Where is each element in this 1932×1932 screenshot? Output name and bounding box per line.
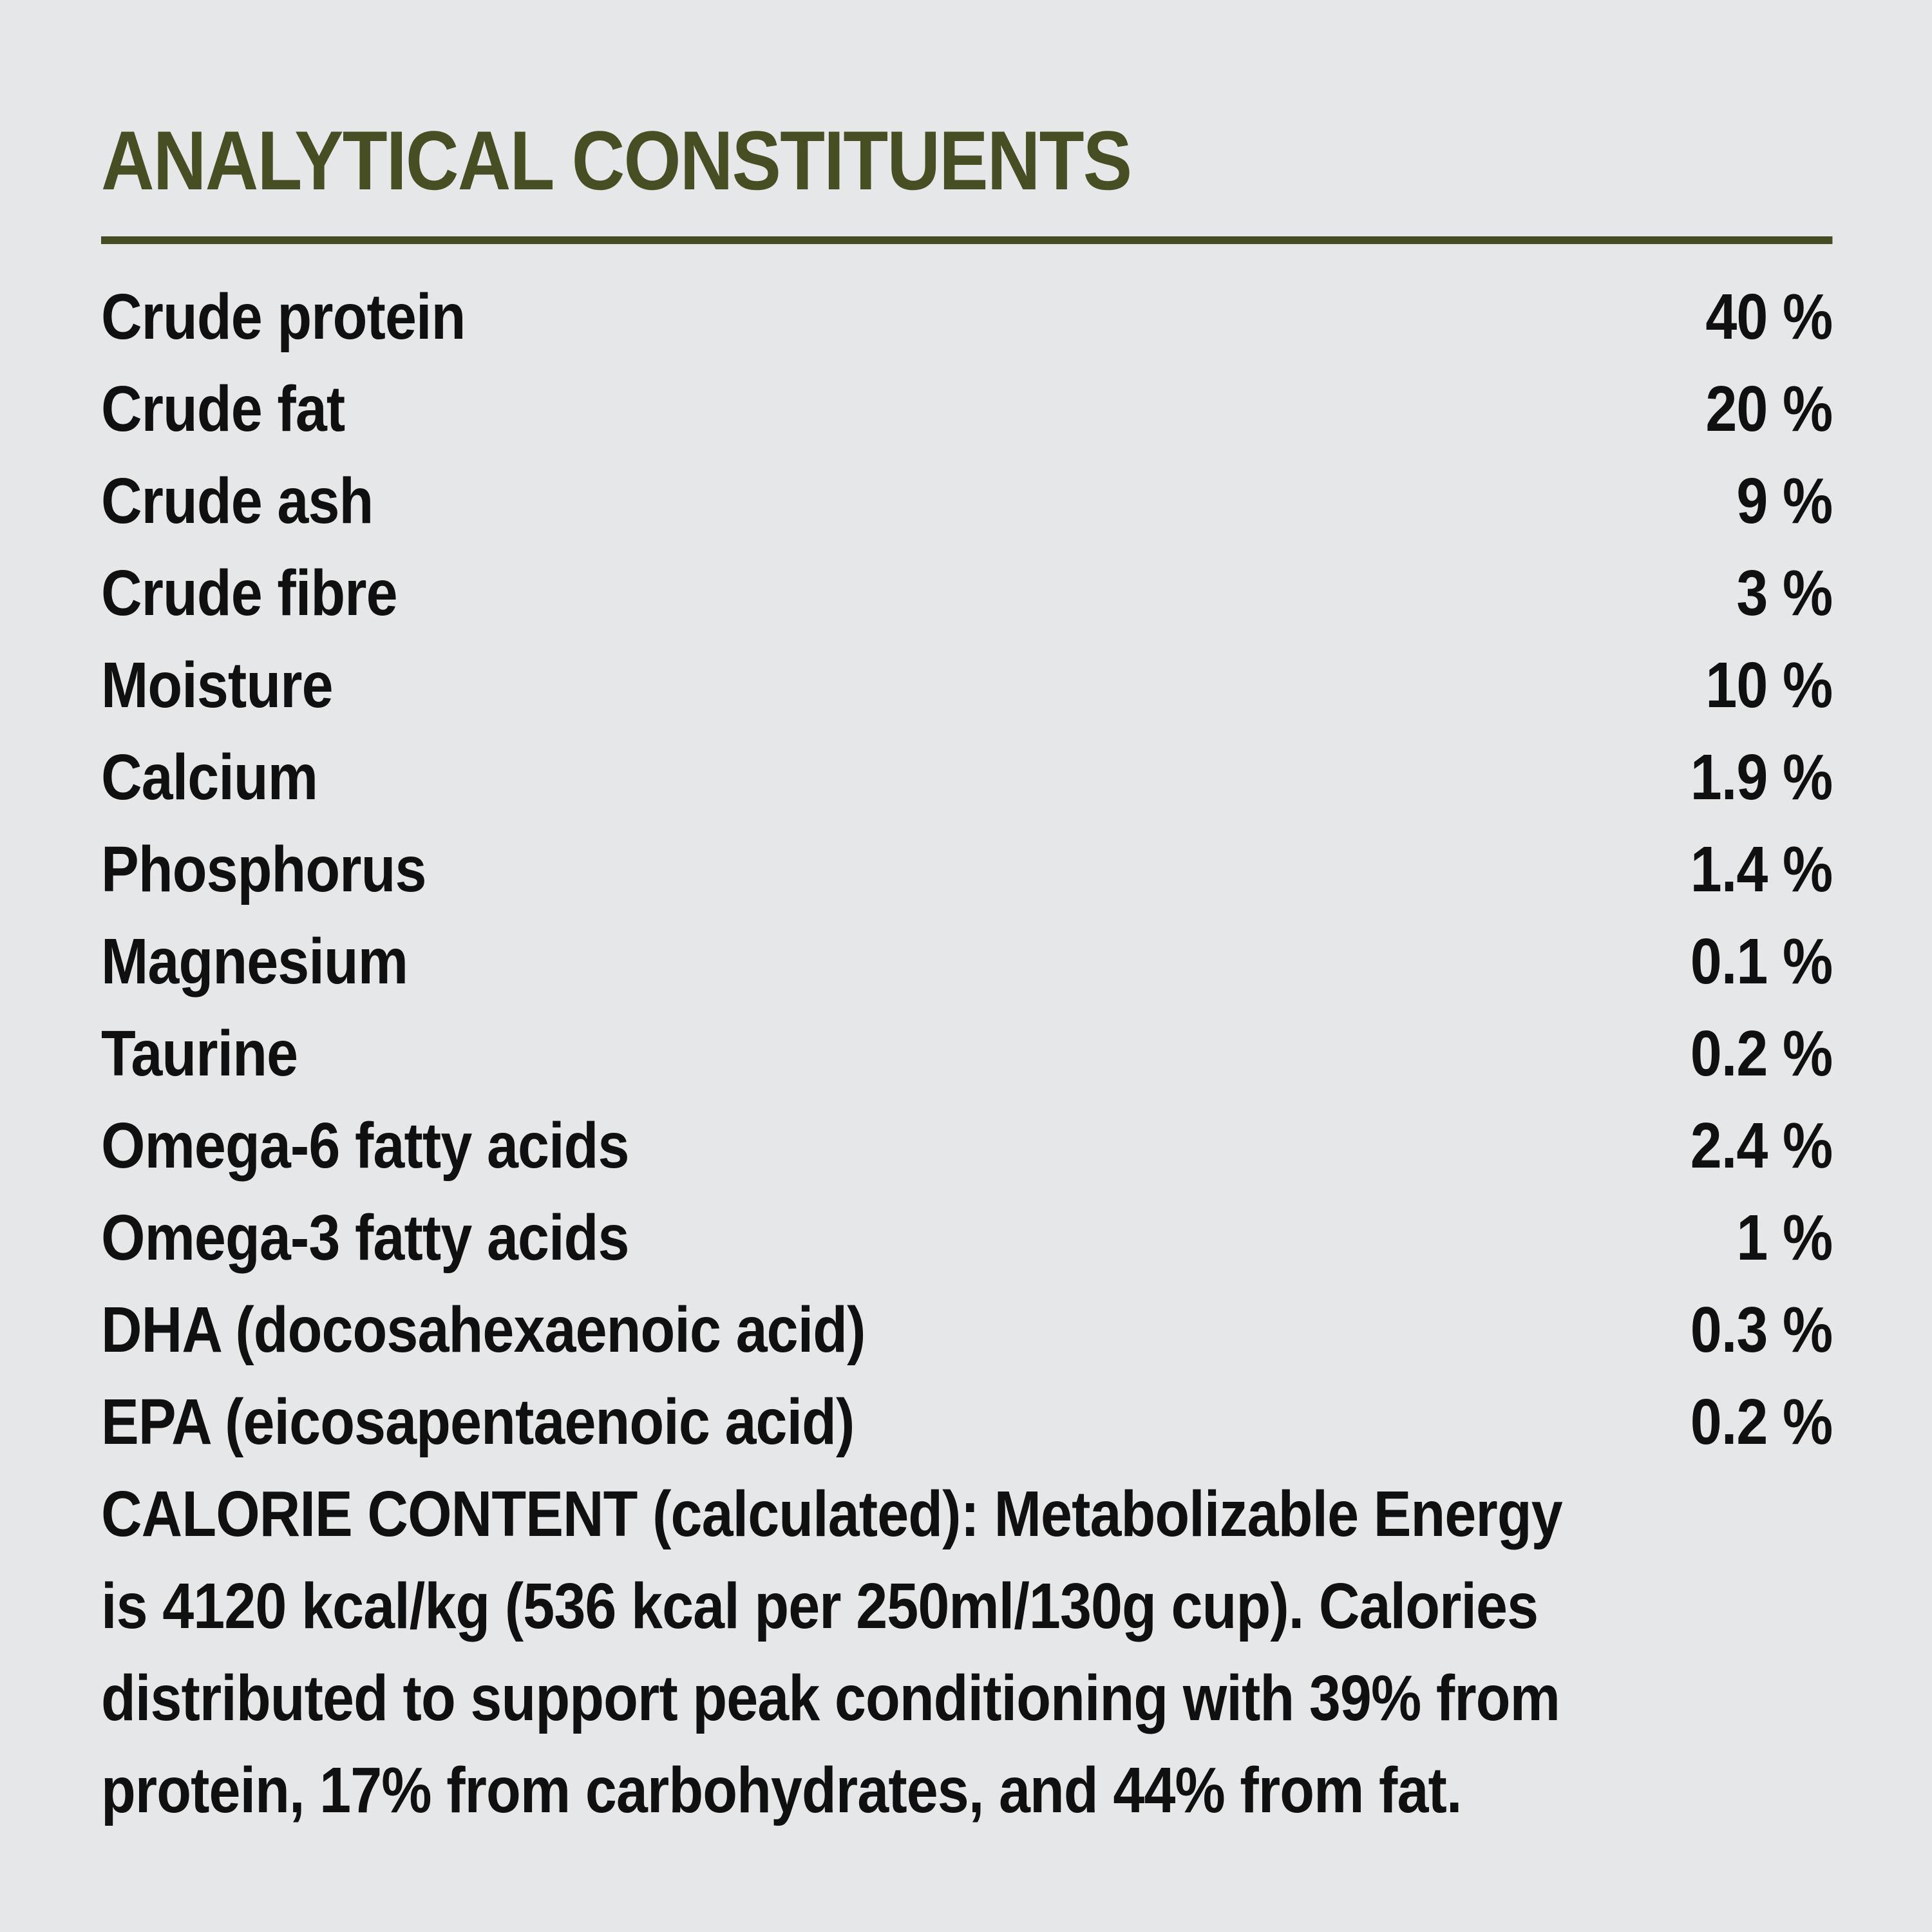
table-row: Magnesium 0.1 % bbox=[101, 916, 1833, 1008]
row-value: 0.3 % bbox=[1690, 1294, 1833, 1366]
title-divider-rule bbox=[101, 236, 1833, 244]
row-value: 9 % bbox=[1736, 465, 1833, 537]
row-value: 10 % bbox=[1705, 649, 1833, 721]
row-value: 0.1 % bbox=[1690, 925, 1833, 998]
row-label: Crude ash bbox=[101, 465, 374, 537]
table-row: Taurine 0.2 % bbox=[101, 1008, 1833, 1100]
row-label: Magnesium bbox=[101, 925, 408, 998]
analytical-constituents-title: ANALYTICAL CONSTITUENTS bbox=[101, 113, 1132, 207]
table-row: Crude fat 20 % bbox=[101, 363, 1833, 455]
row-label: Phosphorus bbox=[101, 833, 426, 905]
table-row: Phosphorus 1.4 % bbox=[101, 824, 1833, 916]
table-row: Crude ash 9 % bbox=[101, 455, 1833, 547]
label-content: ANALYTICAL CONSTITUENTS Crude protein 40… bbox=[101, 0, 1833, 1837]
row-value: 1 % bbox=[1736, 1202, 1833, 1274]
row-label: EPA (eicosapentaenoic acid) bbox=[101, 1386, 855, 1458]
table-row: DHA (docosahexaenoic acid) 0.3 % bbox=[101, 1284, 1833, 1376]
row-value: 0.2 % bbox=[1690, 1018, 1833, 1090]
row-value: 0.2 % bbox=[1690, 1386, 1833, 1458]
row-label: DHA (docosahexaenoic acid) bbox=[101, 1294, 866, 1366]
note-line-3: distributed to support peak conditioning… bbox=[101, 1662, 1560, 1734]
row-value: 20 % bbox=[1705, 373, 1833, 445]
row-label: Taurine bbox=[101, 1018, 298, 1090]
constituents-table: Crude protein 40 % Crude fat 20 % Crude … bbox=[101, 271, 1833, 1468]
table-row: Moisture 10 % bbox=[101, 639, 1833, 732]
row-label: Moisture bbox=[101, 649, 334, 721]
table-row: Omega-3 fatty acids 1 % bbox=[101, 1192, 1833, 1284]
table-row: Crude fibre 3 % bbox=[101, 547, 1833, 639]
row-label: Calcium bbox=[101, 741, 318, 813]
row-value: 2.4 % bbox=[1690, 1110, 1833, 1182]
table-row: EPA (eicosapentaenoic acid) 0.2 % bbox=[101, 1376, 1833, 1468]
note-line-4: protein, 17% from carbohydrates, and 44%… bbox=[101, 1754, 1462, 1826]
row-value: 1.9 % bbox=[1690, 741, 1833, 813]
row-label: Crude protein bbox=[101, 281, 466, 353]
row-label: Omega-3 fatty acids bbox=[101, 1202, 629, 1274]
table-row: Crude protein 40 % bbox=[101, 271, 1833, 363]
note-line-1: CALORIE CONTENT (calculated): Metaboliza… bbox=[101, 1478, 1563, 1550]
row-value: 1.4 % bbox=[1690, 833, 1833, 905]
table-row: Calcium 1.9 % bbox=[101, 732, 1833, 824]
row-label: Crude fat bbox=[101, 373, 345, 445]
row-value: 40 % bbox=[1705, 281, 1833, 353]
note-line-2: is 4120 kcal/kg (536 kcal per 250ml/130g… bbox=[101, 1570, 1539, 1642]
row-value: 3 % bbox=[1736, 557, 1833, 629]
row-label: Omega-6 fatty acids bbox=[101, 1110, 629, 1182]
table-row: Omega-6 fatty acids 2.4 % bbox=[101, 1100, 1833, 1192]
calorie-content-note: CALORIE CONTENT (calculated): Metaboliza… bbox=[101, 1468, 1832, 1837]
row-label: Crude fibre bbox=[101, 557, 398, 629]
